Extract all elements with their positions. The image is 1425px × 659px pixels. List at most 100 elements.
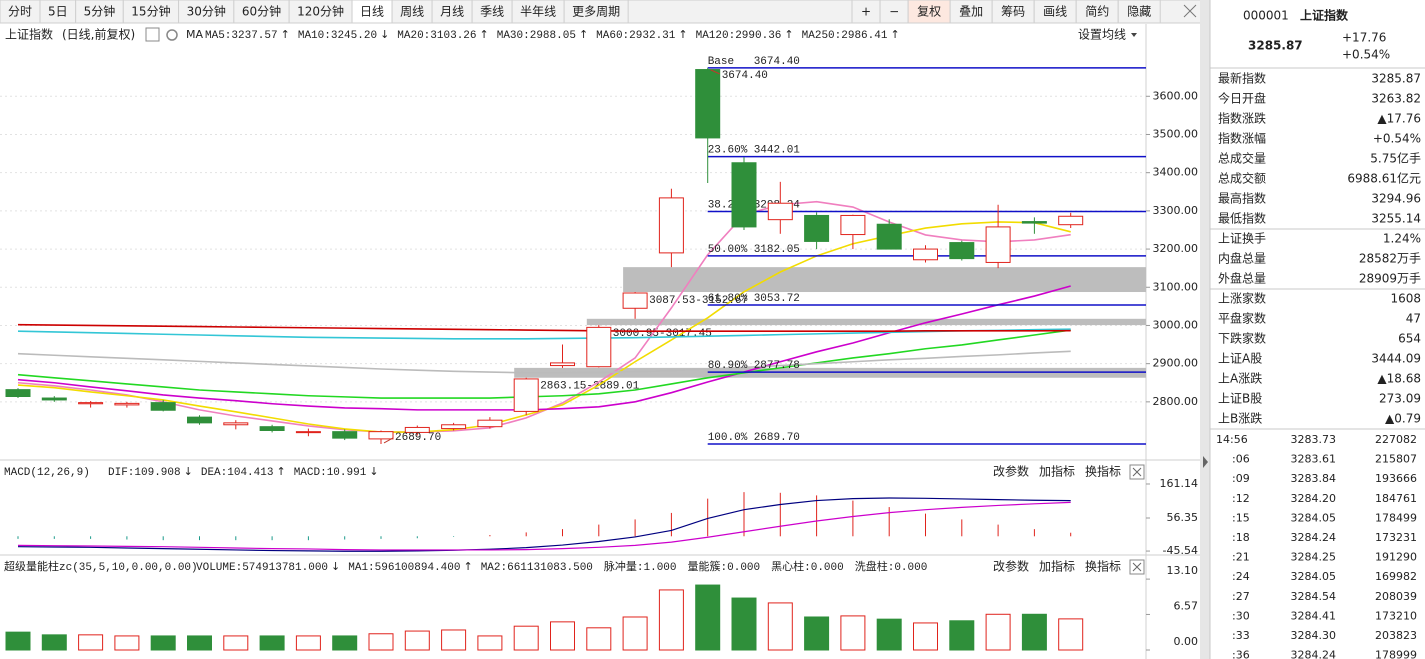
trade-price: 3284.24	[1291, 649, 1337, 659]
period-tab-label[interactable]: 60分钟	[242, 4, 281, 19]
quote-label: 总成交额	[1218, 171, 1266, 186]
quote-value: 28582万手	[1359, 252, 1421, 266]
close-icon[interactable]	[1129, 464, 1145, 480]
toolbar-button-label[interactable]: 隐藏	[1127, 5, 1151, 19]
candle-body	[78, 402, 104, 405]
toolbar-button-label[interactable]: 筹码	[1001, 5, 1025, 19]
splitter[interactable]	[1200, 0, 1210, 659]
quote-value: 47	[1406, 312, 1421, 326]
help-icon[interactable]	[145, 27, 160, 42]
legend-entry: DEA:104.413	[201, 467, 274, 479]
trade-time: :21	[1232, 551, 1250, 564]
dropdown-arrow[interactable]	[1131, 33, 1137, 37]
quote-value: 273.09	[1379, 392, 1421, 406]
indicator-button[interactable]: 加指标	[1039, 559, 1075, 574]
toolbar-button-label[interactable]: +	[861, 5, 871, 19]
legend-entry: DIF:109.908	[108, 467, 181, 479]
toolbar-button-label[interactable]: 复权	[917, 5, 941, 19]
ma-settings[interactable]: 设置均线	[1078, 28, 1126, 42]
indicator-button[interactable]: 加指标	[1039, 464, 1075, 479]
trade-price: 3284.30	[1291, 629, 1337, 642]
legend-entry: 黑心柱:0.000	[771, 559, 844, 574]
fib-ratio: 100.0%	[708, 432, 748, 444]
volume-bar	[513, 625, 539, 651]
splitter-arrow[interactable]	[1203, 456, 1208, 468]
toolbar-button-label[interactable]: 画线	[1043, 5, 1067, 19]
indicator-button[interactable]: 换指标	[1085, 464, 1121, 479]
candle-body	[5, 389, 31, 398]
legend-entry: MA250:2986.41	[802, 30, 888, 42]
indicator-button[interactable]: 改参数	[993, 464, 1029, 479]
y-tick-label: 3400.00	[1153, 166, 1199, 179]
candle-body	[840, 214, 866, 236]
y-tick-label: 3300.00	[1153, 204, 1199, 217]
fib-value: 2689.70	[754, 432, 800, 444]
toolbar-button-label[interactable]: 简约	[1085, 4, 1109, 19]
indicator-button[interactable]: 换指标	[1085, 559, 1121, 574]
period-tab-label[interactable]: 更多周期	[572, 5, 620, 19]
trade-price: 3284.24	[1291, 531, 1337, 544]
period-tab-label[interactable]: 15分钟	[131, 4, 170, 19]
period-tab-label[interactable]: 120分钟	[297, 4, 344, 19]
settings-icon[interactable]	[166, 29, 178, 41]
close-icon[interactable]	[1129, 559, 1145, 575]
volume-bar	[259, 635, 285, 651]
candle-body	[1021, 221, 1047, 224]
quote-label: 总成交量	[1218, 151, 1266, 166]
low-label: 2689.70	[395, 432, 441, 444]
candle-body	[513, 378, 539, 412]
volume-bar	[187, 635, 212, 651]
period-tab-label[interactable]: 月线	[440, 5, 464, 19]
y-tick-label: -45.54	[1163, 544, 1198, 557]
volume-bar	[150, 635, 176, 651]
ma-line	[17, 350, 1071, 374]
low-marker	[383, 437, 394, 444]
ma-label: MA	[186, 28, 203, 41]
quote-name: 上证指数	[1300, 8, 1349, 23]
toolbar-button-label[interactable]: 叠加	[959, 5, 983, 19]
trade-volume: 178999	[1375, 649, 1417, 659]
trade-volume: 178499	[1375, 511, 1417, 524]
indicator-button[interactable]: 改参数	[993, 559, 1029, 574]
y-tick-label: 161.14	[1160, 477, 1199, 490]
quote-value: +0.54%	[1373, 132, 1421, 146]
quote-label: 平盘家数	[1218, 311, 1266, 326]
trade-time: :18	[1232, 531, 1250, 544]
volume-bar	[731, 597, 757, 651]
toolbar-button[interactable]	[1117, 0, 1161, 24]
period-tab-label[interactable]: 季线	[480, 5, 504, 19]
quote-label: 下跌家数	[1218, 331, 1266, 346]
toolbar-button-label[interactable]: −	[889, 5, 899, 19]
period-tab-label[interactable]: 日线	[360, 5, 384, 19]
fullscreen-icon[interactable]	[1183, 4, 1197, 18]
trade-price: 3284.05	[1291, 511, 1337, 524]
period-tab-label[interactable]: 周线	[400, 5, 424, 19]
high-marker	[710, 69, 720, 75]
fib-ratio: 50.00%	[708, 244, 748, 256]
period-tab[interactable]	[563, 0, 629, 24]
candle-body	[223, 422, 249, 426]
candle-body	[658, 197, 684, 254]
period-tab-label[interactable]: 半年线	[520, 5, 556, 19]
volume-bar	[477, 635, 503, 651]
trade-time: :15	[1232, 511, 1250, 524]
trade-time: :12	[1232, 492, 1250, 505]
candle-body	[586, 326, 612, 368]
fib-ratio: 23.60%	[708, 145, 748, 157]
legend-entry: MA20:3103.26	[397, 30, 476, 42]
candle-body	[1058, 215, 1084, 226]
legend-arrow: ↑	[276, 465, 285, 478]
period-tab-label[interactable]: 分时	[8, 5, 32, 19]
quote-value: ▲18.68	[1377, 372, 1421, 386]
period-tab-label[interactable]: 5分钟	[84, 4, 116, 19]
candle-body	[695, 69, 721, 139]
quote-code: 000001	[1243, 9, 1289, 23]
quote-label: 指数涨幅	[1218, 131, 1266, 146]
chart-title: 上证指数	[5, 27, 53, 42]
y-tick-label: 2900.00	[1153, 357, 1199, 370]
candle-body	[477, 419, 503, 428]
period-tab-label[interactable]: 30分钟	[187, 4, 226, 19]
trade-volume: 191290	[1375, 551, 1417, 564]
period-tab-label[interactable]: 5日	[48, 5, 68, 19]
quote-value: 5.75亿手	[1370, 151, 1421, 166]
